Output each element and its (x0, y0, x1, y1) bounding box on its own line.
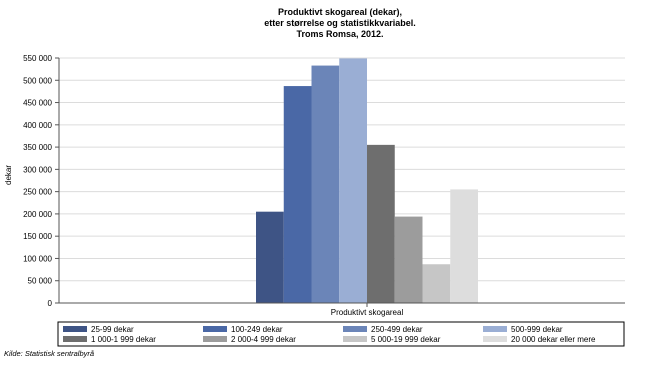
y-tick-label: 300 000 (23, 165, 52, 174)
y-axis-title: dekar (4, 165, 13, 185)
y-tick-label: 50 000 (28, 277, 53, 286)
legend-swatch (343, 326, 367, 332)
chart-title-line-3: Troms Romsa, 2012. (296, 29, 383, 39)
x-tick-label: Produktivt skogareal (331, 308, 404, 317)
bar-500-999-dekar (339, 58, 367, 303)
legend-swatch (63, 336, 87, 342)
y-tick-label: 150 000 (23, 232, 52, 241)
chart-title: Produktivt skogareal (dekar), etter stør… (264, 7, 416, 39)
y-tick-label: 400 000 (23, 121, 52, 130)
legend-label: 20 000 dekar eller mere (511, 335, 596, 344)
x-axis-ticks: Produktivt skogareal (331, 303, 404, 317)
chart-title-line-1: Produktivt skogareal (dekar), (278, 7, 402, 17)
legend-swatch (483, 326, 507, 332)
y-tick-label: 250 000 (23, 188, 52, 197)
legend-label: 500-999 dekar (511, 325, 563, 334)
legend-label: 2 000-4 999 dekar (231, 335, 296, 344)
bar-1-000-1-999-dekar (367, 145, 395, 303)
bar-100-249-dekar (284, 86, 312, 303)
legend-swatch (63, 326, 87, 332)
legend-label: 100-249 dekar (231, 325, 283, 334)
legend-swatch (343, 336, 367, 342)
legend-label: 5 000-19 999 dekar (371, 335, 441, 344)
bar-25-99-dekar (256, 212, 284, 303)
y-tick-label: 200 000 (23, 210, 52, 219)
y-tick-label: 0 (48, 299, 53, 308)
y-tick-label: 100 000 (23, 254, 52, 263)
legend-label: 1 000-1 999 dekar (91, 335, 156, 344)
bar-5-000-19-999-dekar (423, 264, 451, 303)
legend-swatch (483, 336, 507, 342)
y-tick-label: 550 000 (23, 54, 52, 63)
legend-swatch (203, 336, 227, 342)
bar-250-499-dekar (312, 66, 340, 303)
legend-label: 25-99 dekar (91, 325, 134, 334)
y-tick-label: 350 000 (23, 143, 52, 152)
source-note: Kilde: Statistisk sentralbyrå (4, 349, 94, 358)
y-axis-ticks: 0 50 000 100 000 150 000 200 000 250 000 300 0… (23, 54, 59, 308)
y-tick-label: 500 000 (23, 76, 52, 85)
legend: 25-99 dekar 100-249 dekar 250-499 dekar 500… (58, 322, 624, 346)
legend-label: 250-499 dekar (371, 325, 423, 334)
bar-20-000-dekar-eller-mere (450, 189, 478, 303)
bar-2-000-4-999-dekar (395, 217, 423, 303)
chart-title-line-2: etter størrelse og statistikkvariabel. (264, 18, 416, 28)
legend-swatch (203, 326, 227, 332)
bars (256, 58, 478, 303)
y-tick-label: 450 000 (23, 99, 52, 108)
